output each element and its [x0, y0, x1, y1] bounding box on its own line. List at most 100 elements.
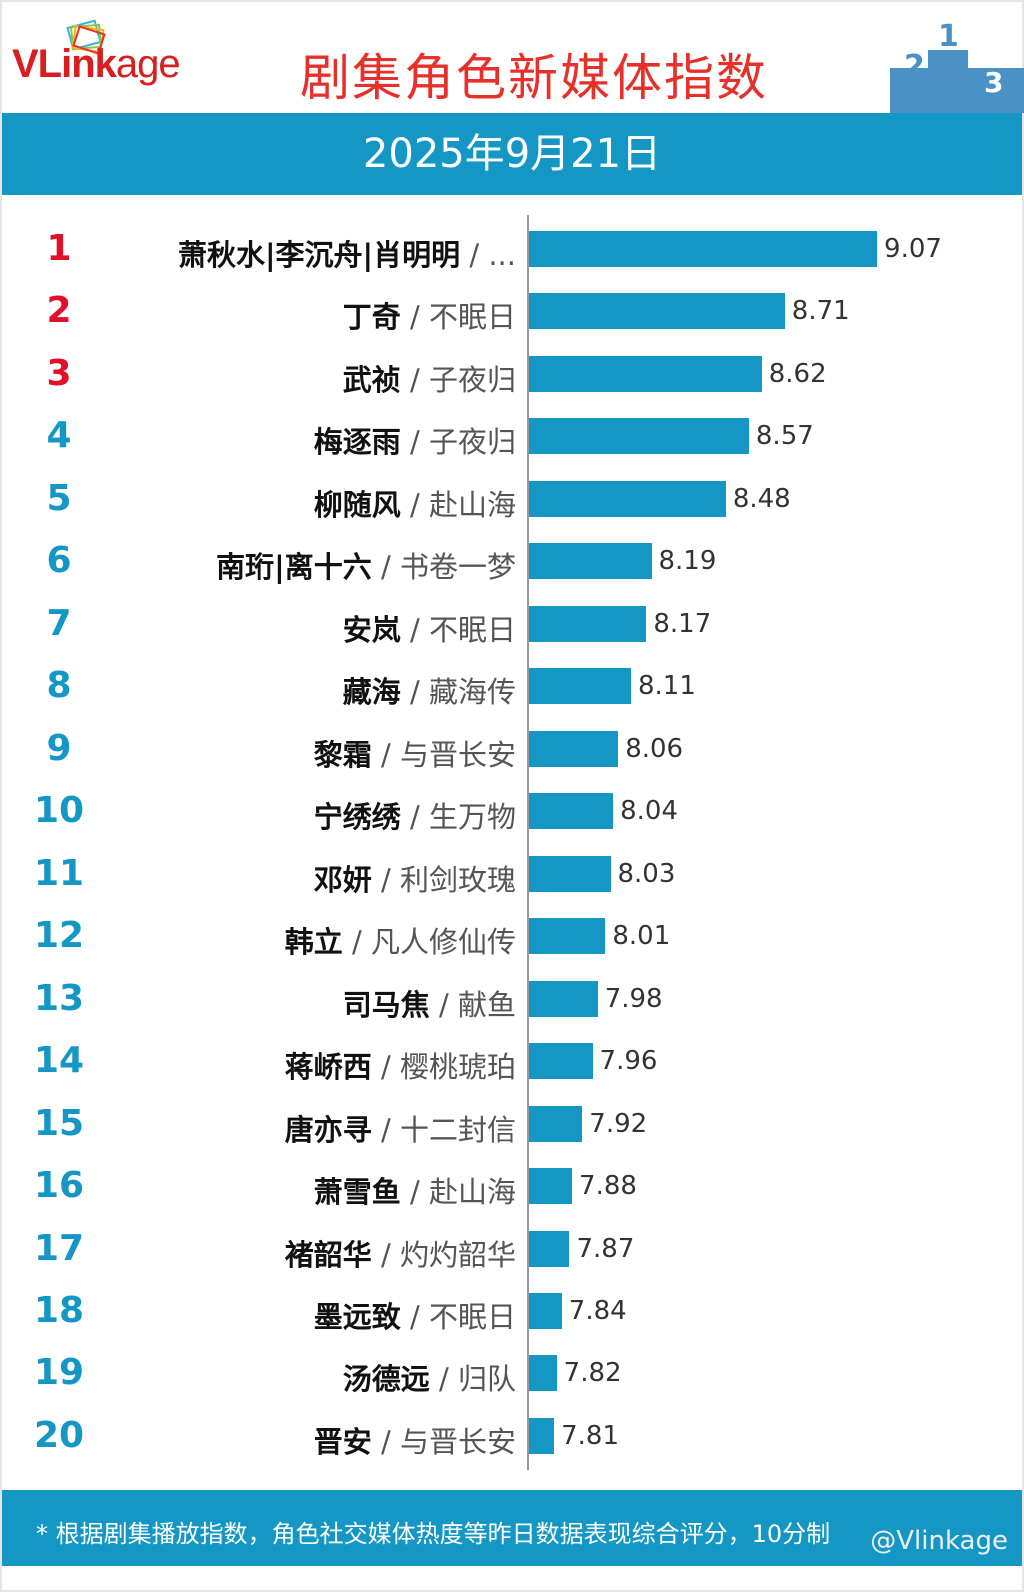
rank-number: 6 — [46, 540, 72, 582]
rank-number: 1 — [46, 228, 72, 269]
podium-icon: 2 1 3 — [890, 20, 1024, 113]
separator: / — [429, 987, 458, 1022]
character-name: 褚韶华 — [284, 1237, 372, 1272]
show-title: 与晋长安 — [399, 737, 516, 772]
chart-row: 12 韩立 / 凡人修仙传 8.01 — [0, 913, 1024, 963]
bar-label: 萧秋水|李沉舟|肖明明 / ... — [178, 232, 516, 274]
separator: / — [400, 1299, 429, 1334]
chart-row: 16 萧雪鱼 / 赴山海 7.88 — [0, 1163, 1024, 1213]
character-name: 晋安 — [313, 1424, 372, 1459]
rank-number: 19 — [33, 1352, 85, 1394]
value-label: 7.84 — [568, 1295, 627, 1326]
svg-text:3: 3 — [984, 66, 1003, 99]
show-title: 利剑玫瑰 — [399, 862, 516, 897]
bar-label: 司马焦 / 献鱼 — [343, 982, 516, 1024]
chart-row: 18 墨远致 / 不眠日 7.84 — [0, 1288, 1024, 1338]
separator: / — [371, 550, 400, 585]
value-label: 7.92 — [589, 1108, 648, 1139]
chart-row: 14 蒋峤西 / 樱桃琥珀 7.96 — [0, 1038, 1024, 1088]
chart-row: 11 邓妍 / 利剑玫瑰 8.03 — [0, 851, 1024, 901]
bar-label: 黎霜 / 与晋长安 — [314, 732, 516, 774]
chart-row: 19 汤德远 / 归队 7.82 — [0, 1350, 1024, 1400]
bar — [529, 793, 614, 830]
bar-label: 晋安 / 与晋长安 — [314, 1419, 516, 1461]
value-label: 8.01 — [612, 921, 671, 952]
value-label: 8.62 — [768, 358, 827, 389]
bar — [529, 1105, 583, 1142]
show-title: 藏海传 — [428, 675, 516, 710]
separator: / — [400, 675, 429, 710]
bar — [529, 730, 619, 767]
show-title: 书卷一梦 — [399, 550, 516, 585]
value-label: 8.71 — [791, 296, 850, 327]
chart-row: 17 褚韶华 / 灼灼韶华 7.87 — [0, 1226, 1024, 1276]
bar — [529, 668, 631, 705]
bar-label: 邓妍 / 利剑玫瑰 — [314, 857, 516, 899]
value-label: 7.96 — [599, 1046, 658, 1077]
show-title: ... — [488, 238, 516, 272]
show-title: 归队 — [457, 1362, 516, 1397]
show-title: 生万物 — [428, 800, 516, 835]
bar-label: 安岚 / 不眠日 — [343, 607, 516, 649]
bar — [529, 1292, 562, 1329]
bar-label: 萧雪鱼 / 赴山海 — [314, 1169, 516, 1211]
separator: / — [400, 800, 429, 835]
show-title: 与晋长安 — [399, 1424, 516, 1459]
rank-number: 5 — [46, 477, 72, 519]
rank-number: 7 — [46, 602, 72, 644]
separator: / — [400, 1175, 429, 1210]
svg-text:1: 1 — [938, 20, 959, 54]
character-name: 司马焦 — [342, 987, 430, 1022]
character-name: 南珩|离十六 — [216, 550, 372, 585]
value-label: 8.17 — [653, 608, 712, 639]
bar — [529, 1230, 570, 1267]
bar-label: 唐亦寻 / 十二封信 — [285, 1107, 516, 1149]
bar-label: 褚韶华 / 灼灼韶华 — [285, 1232, 516, 1274]
bar-label: 韩立 / 凡人修仙传 — [285, 919, 516, 961]
rank-number: 4 — [46, 415, 72, 457]
character-name: 安岚 — [342, 612, 401, 647]
separator: / — [371, 1112, 400, 1147]
rank-number: 15 — [33, 1102, 85, 1144]
bar-label: 柳随风 / 赴山海 — [314, 482, 516, 524]
show-title: 子夜归 — [428, 362, 516, 397]
character-name: 萧雪鱼 — [313, 1175, 401, 1210]
bar-label: 蒋峤西 / 樱桃琥珀 — [285, 1044, 516, 1086]
rank-number: 10 — [33, 790, 85, 832]
rank-number: 13 — [33, 977, 85, 1019]
chart-row: 8 藏海 / 藏海传 8.11 — [0, 663, 1024, 713]
separator: / — [371, 1424, 400, 1459]
value-label: 9.07 — [884, 234, 942, 264]
bar — [529, 605, 647, 642]
character-name: 黎霜 — [313, 737, 372, 772]
value-label: 8.11 — [638, 671, 696, 702]
rank-number: 14 — [33, 1040, 85, 1082]
logo-frames-icon — [66, 19, 106, 55]
rank-number: 9 — [46, 727, 72, 769]
value-label: 7.88 — [579, 1171, 637, 1202]
bar-label: 墨远致 / 不眠日 — [314, 1294, 516, 1336]
bar — [529, 355, 762, 392]
bar — [529, 980, 598, 1017]
date-banner: 2025年9月21日 — [2, 113, 1022, 195]
chart-row: 5 柳随风 / 赴山海 8.48 — [0, 476, 1024, 526]
separator: / — [371, 862, 400, 897]
character-name: 藏海 — [342, 675, 401, 710]
show-title: 献鱼 — [457, 987, 516, 1022]
chart-row: 6 南珩|离十六 / 书卷一梦 8.19 — [0, 538, 1024, 588]
show-title: 子夜归 — [428, 425, 516, 460]
value-label: 7.82 — [563, 1358, 622, 1389]
rank-number: 20 — [33, 1414, 85, 1456]
character-name: 武祯 — [342, 362, 401, 397]
character-name: 宁绣绣 — [313, 800, 401, 835]
separator: / — [400, 487, 429, 522]
character-name: 梅逐雨 — [313, 425, 401, 460]
value-label: 7.98 — [604, 983, 663, 1014]
bar-label: 汤德远 / 归队 — [343, 1356, 516, 1398]
character-name: 丁奇 — [342, 300, 401, 335]
footer: * 根据剧集播放指数，角色社交媒体热度等昨日数据表现综合评分，10分制 @Vli… — [2, 1490, 1022, 1566]
separator: / — [400, 300, 429, 335]
value-label: 7.81 — [561, 1420, 619, 1451]
bar — [529, 1168, 573, 1205]
value-label: 8.06 — [625, 733, 684, 764]
